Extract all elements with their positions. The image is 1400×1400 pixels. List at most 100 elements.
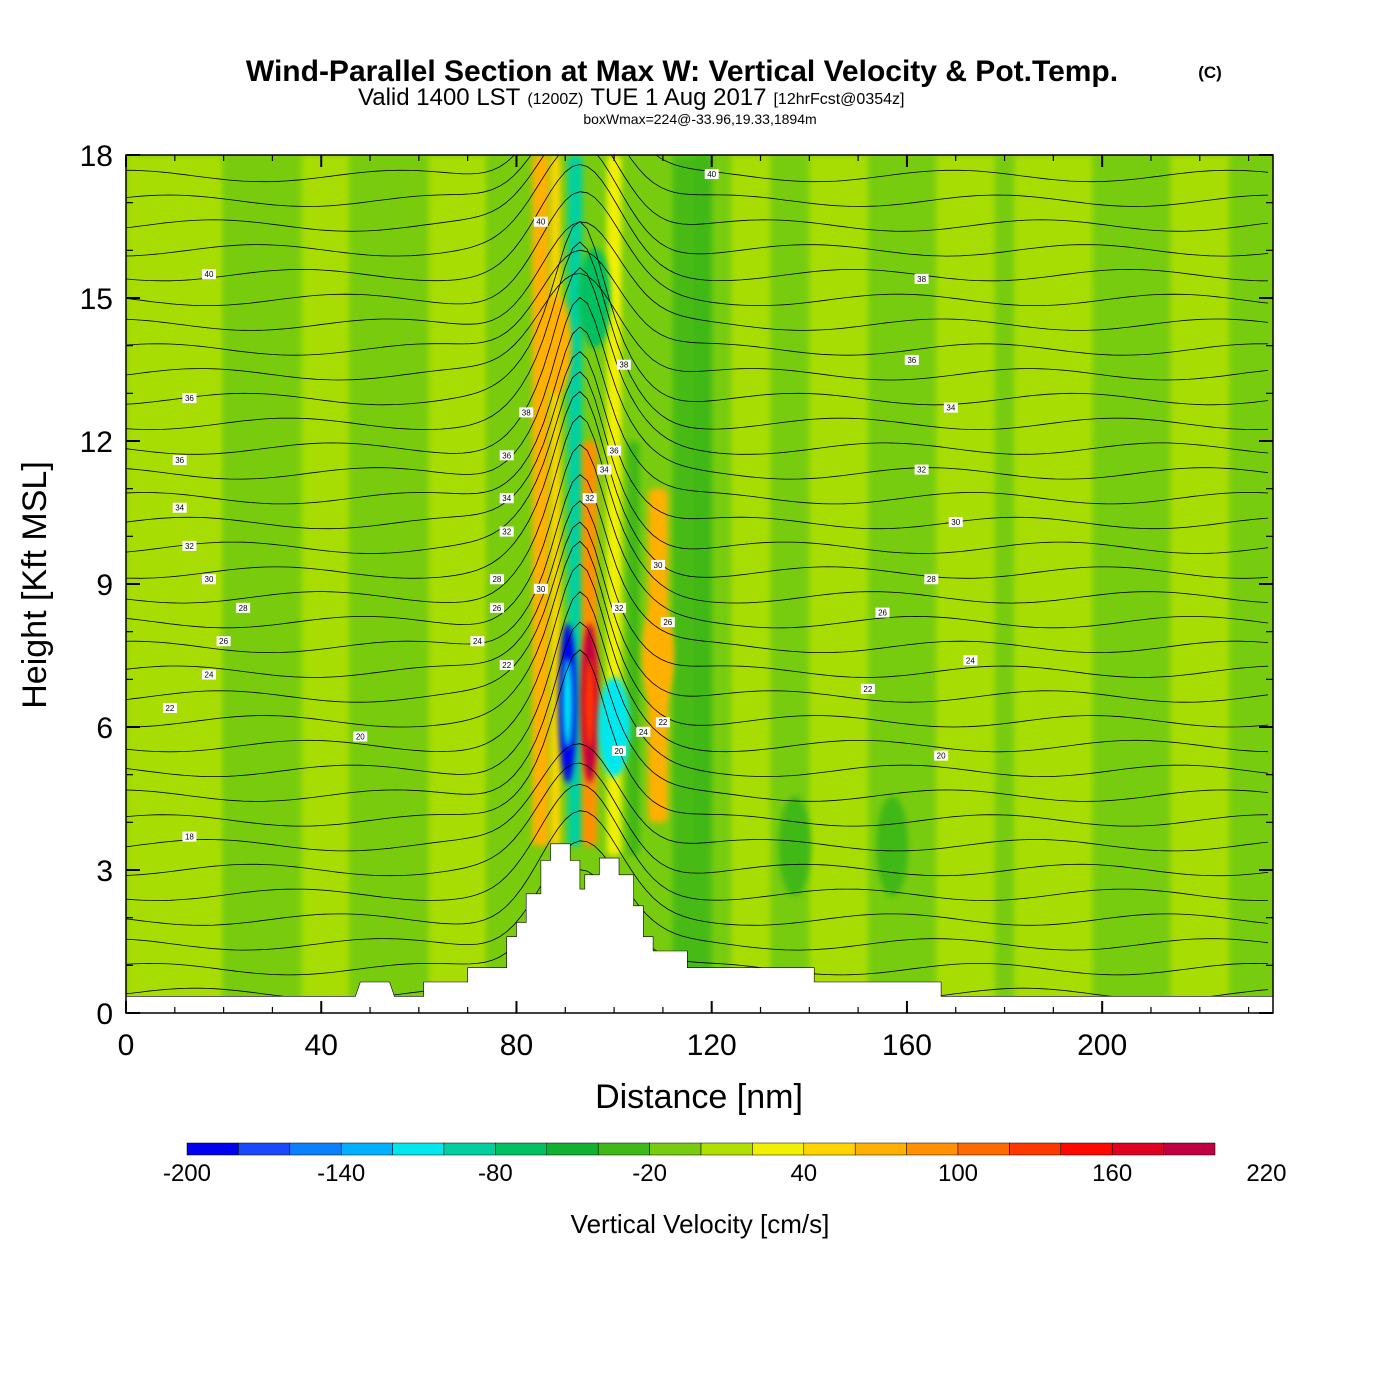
svg-text:36: 36	[907, 356, 916, 365]
w-feature-core	[584, 658, 595, 749]
svg-text:36: 36	[610, 447, 619, 456]
contour-label: 28	[924, 574, 939, 585]
svg-text:26: 26	[663, 618, 672, 627]
contour-label: 32	[182, 540, 197, 551]
svg-text:30: 30	[654, 561, 663, 570]
svg-text:36: 36	[502, 451, 511, 460]
contour-label: 36	[904, 354, 919, 365]
x-tick-label: 200	[1077, 1029, 1127, 1062]
contour-label: 22	[499, 660, 514, 671]
colorbar-tick-label: -140	[317, 1160, 365, 1187]
colorbar-tick-label: -200	[163, 1160, 211, 1187]
y-tick-label: 12	[80, 426, 113, 459]
svg-text:32: 32	[917, 466, 926, 475]
w-band	[936, 155, 995, 1013]
contour-label: 38	[914, 273, 929, 284]
colorbar-segment	[957, 1142, 1010, 1156]
svg-text:32: 32	[185, 542, 194, 551]
colorbar-segment	[1163, 1142, 1216, 1156]
theta-contour	[126, 272, 1269, 381]
colorbar-segment	[1009, 1142, 1062, 1156]
theta-contour	[126, 810, 1269, 926]
svg-text:28: 28	[927, 575, 936, 584]
w-feature-core	[562, 658, 573, 749]
svg-text:30: 30	[951, 518, 960, 527]
theta-contour	[126, 164, 1269, 282]
contour-label: 32	[611, 602, 626, 613]
svg-text:34: 34	[502, 494, 511, 503]
svg-text:34: 34	[175, 504, 184, 513]
w-column	[550, 155, 561, 847]
svg-text:38: 38	[917, 275, 926, 284]
contour-label: 32	[914, 464, 929, 475]
contour-label: 24	[470, 636, 485, 647]
svg-text:22: 22	[502, 661, 511, 670]
theta-contour	[126, 220, 1269, 406]
contour-labels: 40 36 36 34 32 30 28 26 24 22 20 18 40 40 38 36 34 32 30 28…	[162, 169, 978, 842]
theta-contour	[126, 351, 1269, 530]
svg-text:20: 20	[937, 752, 946, 761]
theta-contour	[126, 444, 1269, 629]
contour-label: 38	[519, 407, 534, 418]
svg-text:32: 32	[585, 494, 594, 503]
colorbar-tick-label: 220	[1246, 1160, 1286, 1187]
colorbar-tick-label: 40	[790, 1160, 817, 1187]
contour-label: 30	[201, 574, 216, 585]
contour-label: 32	[499, 526, 514, 537]
contour-label: 28	[236, 602, 251, 613]
contour-label: 26	[216, 636, 231, 647]
theta-contour	[126, 474, 1269, 653]
svg-text:32: 32	[615, 604, 624, 613]
contour-label: 20	[353, 731, 368, 742]
theta-contour	[126, 155, 1269, 207]
contour-label: 36	[607, 445, 622, 456]
w-band	[223, 155, 302, 1013]
theta-contour	[126, 155, 1269, 183]
svg-text:24: 24	[639, 728, 648, 737]
valid-time-text: Valid 1400 LST	[358, 84, 521, 111]
w-column	[694, 155, 710, 847]
colorbar-segment	[1111, 1142, 1164, 1156]
colorbar-segment	[392, 1142, 445, 1156]
theta-contour	[126, 500, 1269, 678]
contour-label: 22	[655, 717, 670, 728]
w-band	[428, 155, 488, 1013]
svg-text:40: 40	[707, 170, 716, 179]
theta-contour	[126, 415, 1269, 604]
y-tick-label: 9	[96, 569, 113, 602]
plot-area: 40 36 36 34 32 30 28 26 24 22 20 18 40 40 38 36 34 32 30 28…	[126, 155, 1273, 1013]
contour-label: 28	[489, 574, 504, 585]
contour-label: 24	[201, 669, 216, 680]
contour-label: 26	[489, 602, 504, 613]
svg-text:22: 22	[863, 685, 872, 694]
w-feature	[876, 796, 909, 897]
colorbar-segment	[495, 1142, 548, 1156]
theta-contour	[126, 621, 1269, 802]
theta-contour	[126, 221, 1269, 331]
theta-contour	[126, 743, 1269, 852]
chart-title: Wind-Parallel Section at Max W: Vertical…	[246, 55, 1118, 88]
contour-label: 40	[201, 269, 216, 280]
box-wmax-text: boxWmax=224@-33.96,19.33,1894m	[583, 111, 816, 127]
svg-text:20: 20	[356, 733, 365, 742]
theta-contour	[126, 241, 1269, 431]
colorbar-segment	[186, 1142, 239, 1156]
contour-label: 34	[172, 502, 187, 513]
svg-text:38: 38	[522, 408, 531, 417]
contour-label: 36	[172, 455, 187, 466]
colorbar-segment	[752, 1142, 805, 1156]
theta-contour	[126, 783, 1269, 901]
valid-date-text: TUE 1 Aug 2017	[590, 84, 766, 111]
w-band	[809, 155, 868, 1013]
w-feature	[578, 248, 611, 348]
colorbar-segment	[597, 1142, 650, 1156]
y-tick-label: 18	[80, 140, 113, 173]
colorbar-segment	[906, 1142, 959, 1156]
contour-label: 38	[616, 359, 631, 370]
svg-text:28: 28	[492, 575, 501, 584]
colorbar-title: Vertical Velocity [cm/s]	[571, 1209, 830, 1239]
valid-zulu-text: (1200Z)	[527, 91, 583, 108]
contour-label: 30	[948, 517, 963, 528]
x-axis-title: Distance [nm]	[595, 1078, 803, 1116]
theta-contour	[126, 840, 1269, 951]
